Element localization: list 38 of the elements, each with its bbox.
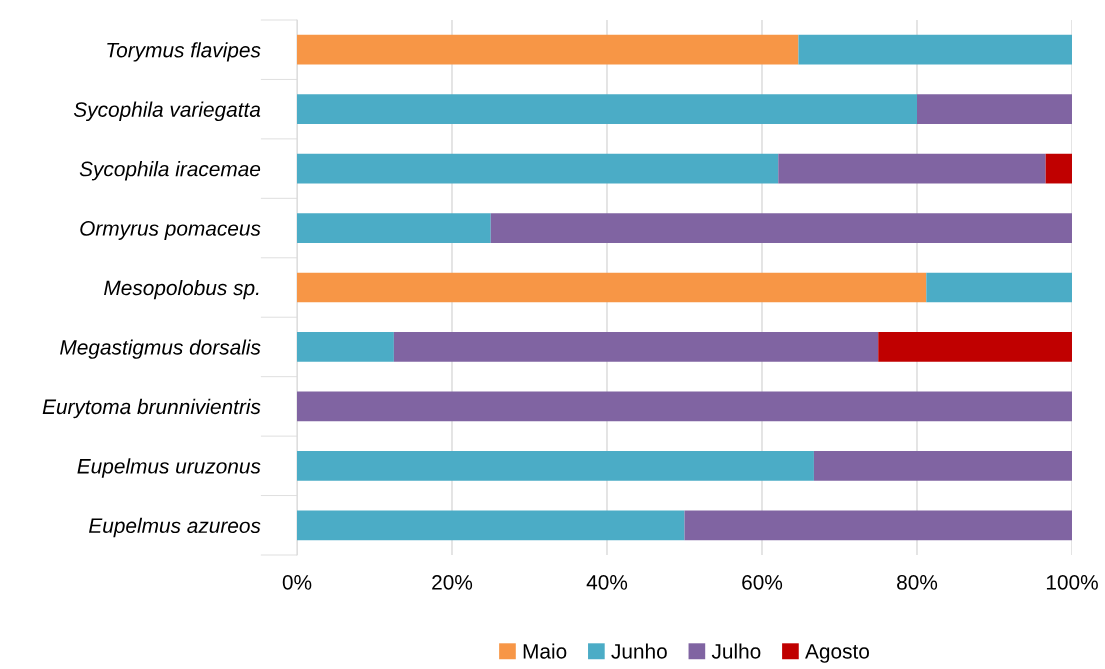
bar (813, 450, 1072, 481)
bar (926, 272, 1072, 303)
y-tick-label: Eurytoma brunnivientris (42, 398, 261, 419)
x-tick-label: 80% (897, 574, 938, 590)
y-tick-label: Sycophila variegatta (73, 101, 261, 122)
bar (297, 510, 685, 541)
legend-label: Maio (523, 643, 567, 659)
bar (297, 213, 491, 243)
y-tick-label: Eupelmus azureos (88, 517, 261, 538)
bar (490, 213, 1072, 243)
x-tick-label: 60% (742, 574, 783, 590)
y-tick-label: Ormyrus pomaceus (80, 221, 261, 240)
y-tick-label: Mesopolobus sp. (104, 279, 259, 300)
bar (778, 153, 1046, 184)
bar (297, 450, 814, 481)
bar (297, 391, 1072, 422)
bar (684, 510, 1072, 541)
y-tick-label: Torymus flavipes (107, 42, 261, 62)
x-tick-label: 100% (1046, 574, 1098, 590)
bar (297, 34, 799, 65)
bar (878, 332, 1072, 362)
bar (393, 332, 879, 362)
legend-label: Agosto (805, 644, 869, 663)
bar (297, 153, 779, 184)
y-tick-label: Sycophila iracemae (79, 161, 261, 181)
bar (798, 34, 1072, 65)
bar (1045, 153, 1072, 184)
x-tick-label: 40% (586, 574, 628, 590)
legend-label: Julho (711, 643, 761, 659)
bar (297, 94, 917, 125)
bar (297, 332, 394, 362)
y-tick-label: Eupelmus uruzonus (77, 458, 261, 478)
legend-label: Junho (611, 643, 667, 659)
x-tick-label: 20% (432, 574, 473, 590)
bar (297, 272, 927, 303)
bar (917, 94, 1072, 125)
y-tick-label: Megastigmus dorsalis (60, 339, 261, 359)
x-tick-label: 0% (282, 574, 312, 590)
